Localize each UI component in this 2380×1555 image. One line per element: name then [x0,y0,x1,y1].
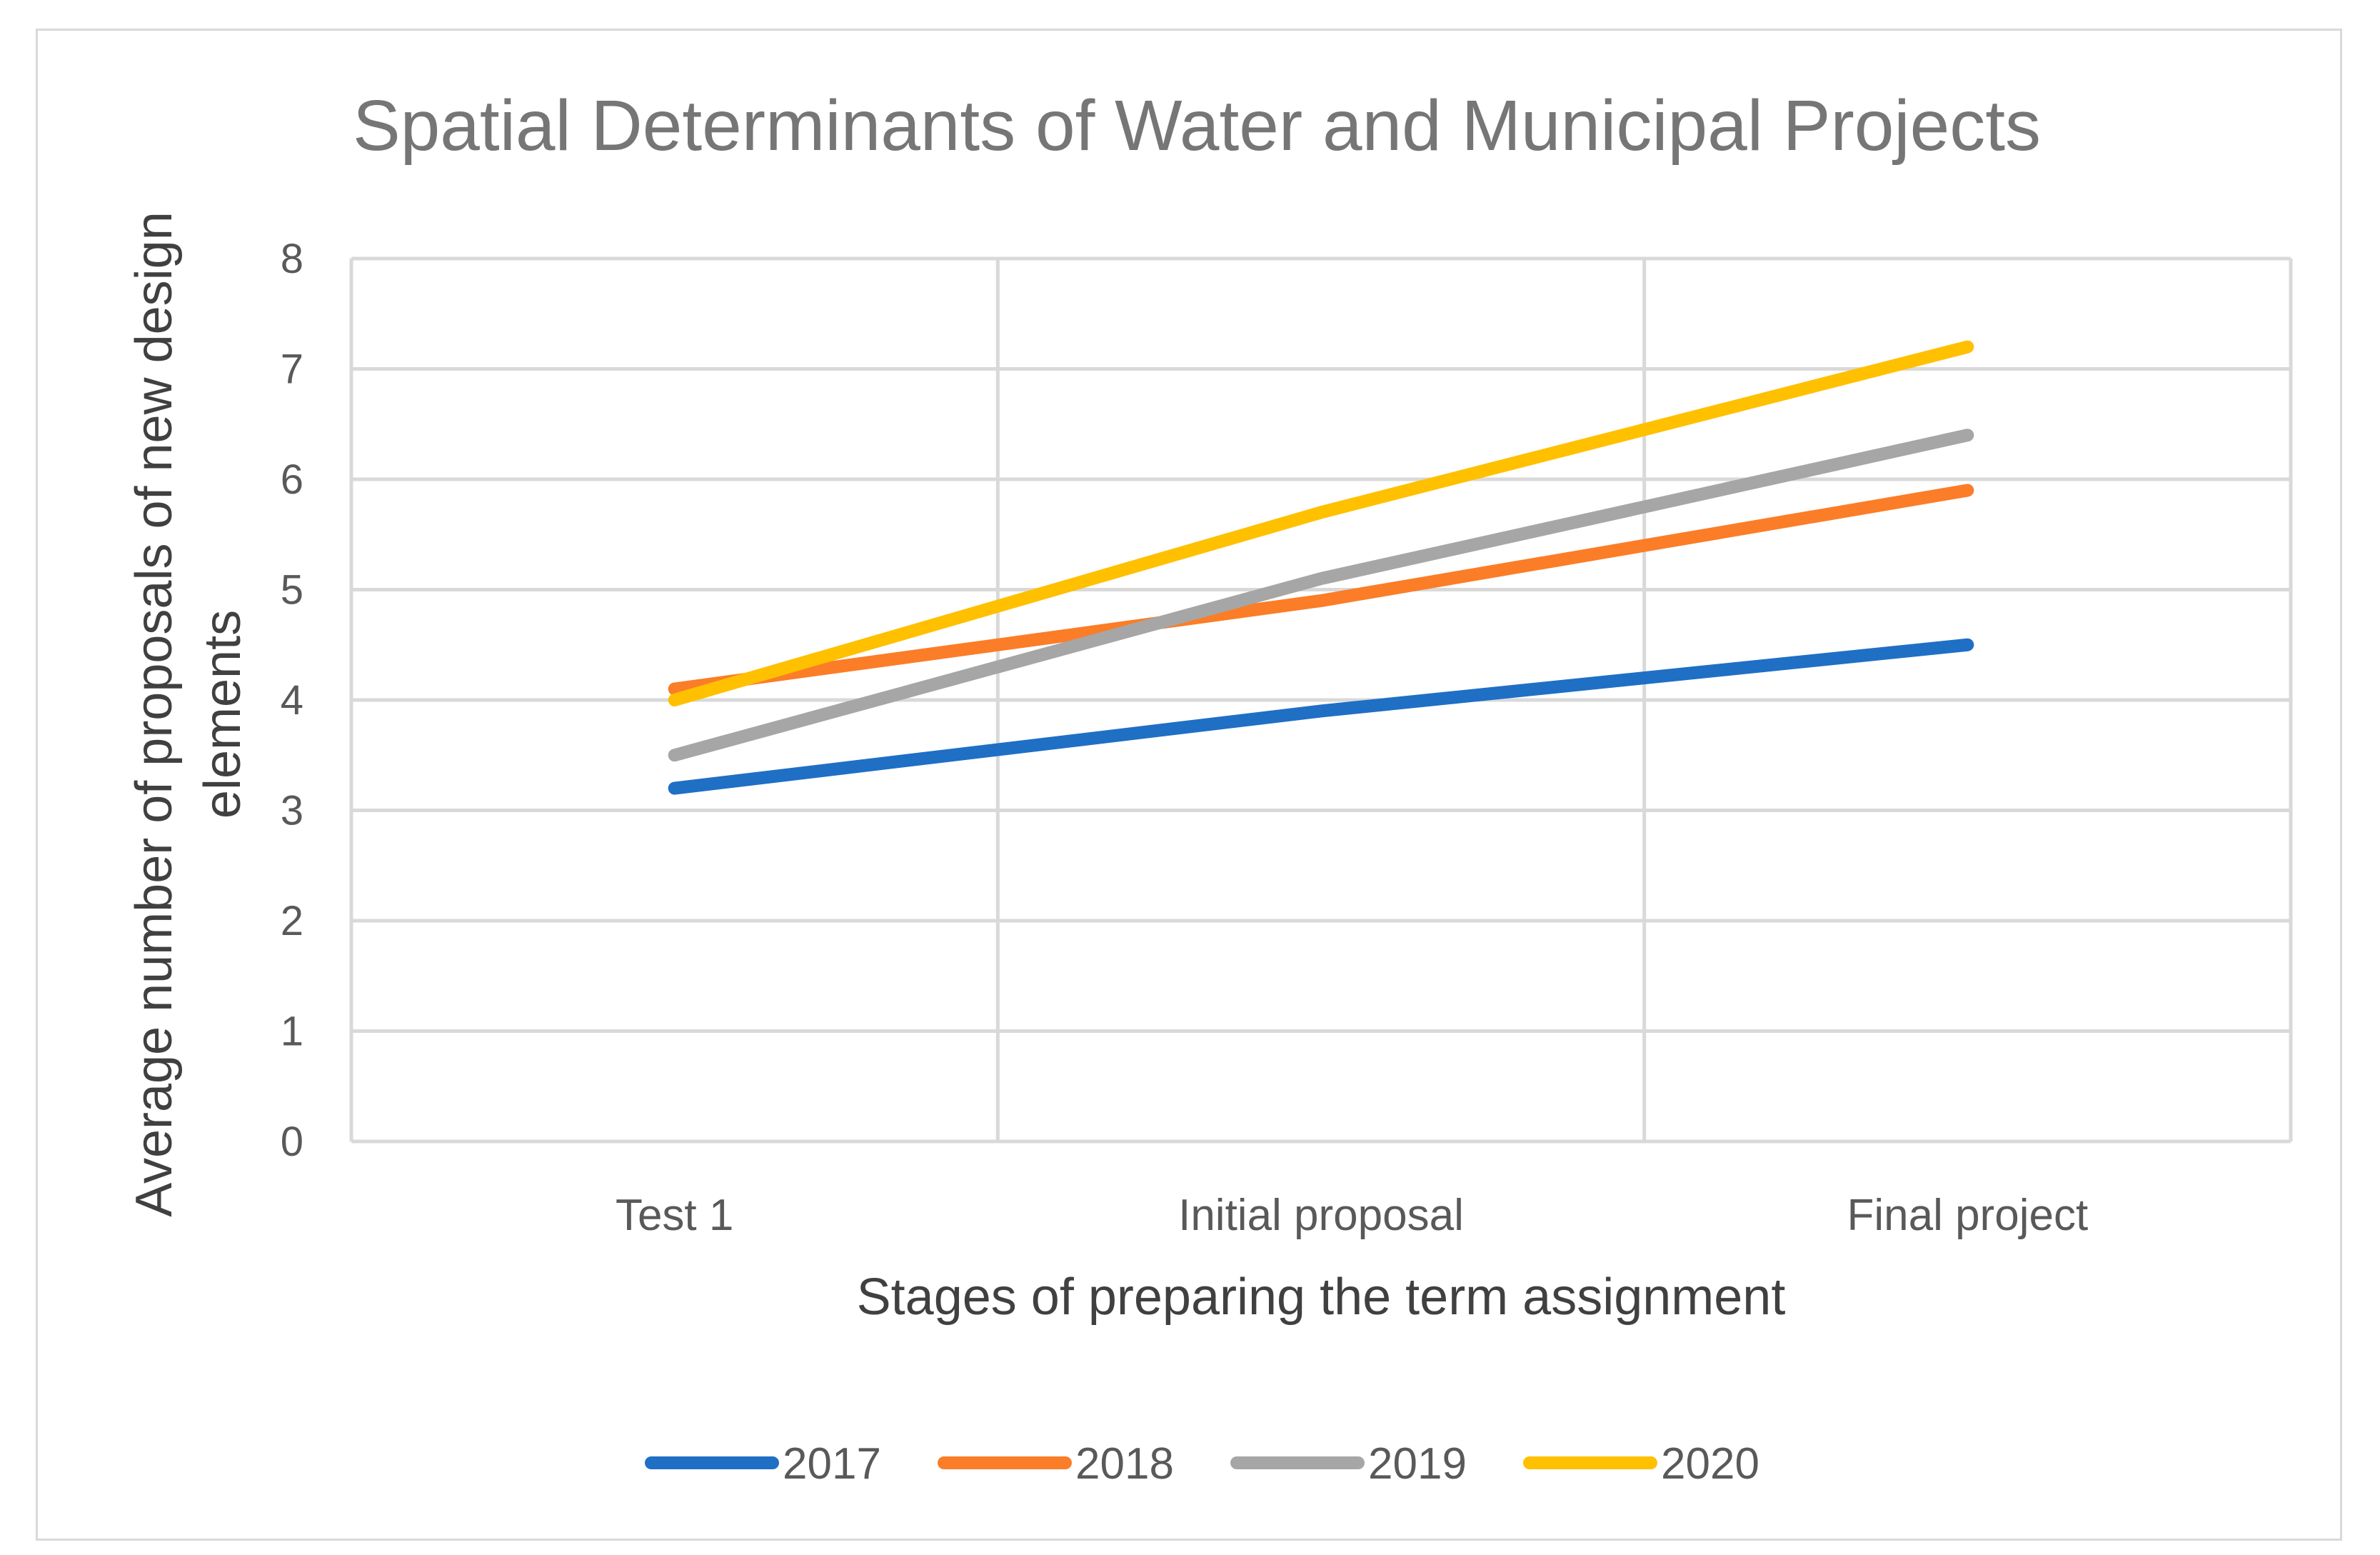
data-point-2019-1 [1320,578,1322,579]
data-point-2017-2 [1967,644,1968,646]
data-point-2018-0 [674,689,676,690]
y-tick-label-6: 6 [281,456,303,503]
series-line-2020 [668,340,1974,706]
legend-label-2017: 2017 [783,1439,881,1489]
data-point-2020-2 [1967,346,1968,348]
series-line-2017 [668,638,1974,795]
x-axis-ticks: Test 1 Initial proposal Final project [616,1191,2088,1240]
x-tick-label-2: Final project [1847,1191,2088,1240]
y-tick-label-0: 0 [281,1119,303,1165]
y-axis-title-line2: elements [194,610,251,819]
y-tick-label-1: 1 [281,1009,303,1055]
y-tick-label-2: 2 [281,898,303,944]
y-tick-label-3: 3 [281,788,303,834]
series-lines [668,340,1974,795]
y-tick-label-4: 4 [281,677,303,724]
data-point-2019-0 [674,754,676,756]
x-axis-title: Stages of preparing the term assignment [857,1269,1786,1326]
data-point-2018-2 [1967,489,1968,491]
x-tick-label-0: Test 1 [616,1191,733,1240]
y-axis-ticks: 0 1 2 3 4 5 6 7 8 [281,236,303,1165]
data-point-2020-0 [674,699,676,701]
y-axis-title-line1: Average number of proposals of new desig… [126,211,183,1217]
gridlines [349,256,2293,1144]
legend-label-2020: 2020 [1661,1439,1759,1489]
legend-label-2018: 2018 [1075,1439,1174,1489]
y-tick-label-7: 7 [281,346,303,393]
chart-frame [36,29,2342,1541]
y-tick-label-5: 5 [281,567,303,614]
data-point-2019-2 [1967,434,1968,436]
x-tick-label-1: Initial proposal [1178,1191,1464,1240]
data-point-2017-0 [674,788,676,789]
series-line-2019 [668,429,1974,762]
chart-title: Spatial Determinants of Water and Munici… [353,86,2041,166]
legend-label-2019: 2019 [1368,1439,1467,1489]
series-line-2018 [668,484,1974,696]
data-point-2018-1 [1320,600,1322,601]
data-point-2020-1 [1320,511,1322,513]
y-tick-label-8: 8 [281,236,303,282]
data-point-2017-1 [1320,710,1322,711]
legend: 2017 2018 2019 2020 [645,1439,1759,1489]
